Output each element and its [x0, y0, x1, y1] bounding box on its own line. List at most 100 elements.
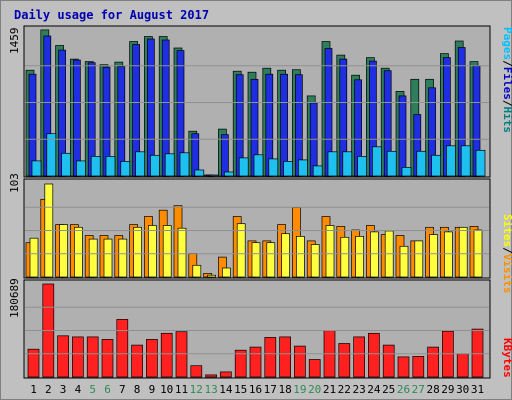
- legend-hits: Hits: [501, 107, 512, 134]
- chart-title: Daily usage for August 2017: [14, 8, 209, 22]
- bar-sites: [281, 233, 290, 278]
- bar-sites: [118, 238, 128, 278]
- bar-pages: [327, 151, 338, 177]
- bar-pages: [386, 150, 397, 177]
- bar-sites: [340, 236, 350, 278]
- x-axis-day-labels: 1 2 3 4 5 6 7 8 9 10 11 12 13 14 15 16 17 18 19 20 21 22 23 24 2…: [30, 383, 484, 396]
- bar-pages: [238, 157, 249, 177]
- bar-sites: [296, 236, 305, 278]
- x-tick-label: 16: [249, 383, 262, 396]
- bar-sites: [458, 226, 468, 278]
- x-tick-label: 23: [352, 383, 365, 396]
- bar-pages: [135, 151, 145, 177]
- bar-sites: [414, 240, 424, 278]
- x-tick-label: 9: [149, 383, 156, 396]
- legend-visits: Visits: [501, 254, 512, 294]
- bar-kbytes: [175, 331, 188, 378]
- bar-pages: [90, 156, 101, 177]
- bar-kbytes: [456, 353, 469, 378]
- panel-max-label: 1459: [8, 28, 21, 55]
- legend-sites: Sites: [501, 214, 512, 247]
- bar-kbytes: [412, 356, 425, 378]
- bar-pages: [194, 169, 205, 177]
- bar-kbytes: [190, 365, 203, 378]
- bar-sites: [429, 234, 438, 278]
- bar-pages: [61, 152, 71, 177]
- x-tick-label: 18: [278, 383, 291, 396]
- x-tick-label: 31: [471, 383, 484, 396]
- bar-sites: [444, 231, 453, 278]
- x-tick-label: 21: [323, 383, 336, 396]
- bar-sites: [222, 267, 231, 278]
- bar-pages: [209, 174, 219, 177]
- bar-pages: [31, 160, 42, 177]
- bar-pages: [46, 133, 57, 177]
- legend-kbytes: KBytes: [501, 338, 512, 378]
- bar-pages: [179, 152, 190, 177]
- legend-sep: /: [501, 247, 512, 254]
- x-tick-label: 24: [367, 383, 381, 396]
- bar-pages: [150, 154, 160, 177]
- bar-sites: [325, 225, 335, 278]
- bar-pages: [120, 161, 131, 177]
- bar-sites: [207, 274, 216, 278]
- x-tick-label: 11: [175, 383, 188, 396]
- bar-pages: [460, 145, 471, 177]
- x-tick-label: 2: [45, 383, 52, 396]
- bar-pages: [224, 171, 234, 177]
- bar-kbytes: [279, 336, 291, 378]
- x-tick-label: 17: [264, 383, 277, 396]
- x-tick-label: 7: [119, 383, 126, 396]
- bar-kbytes: [101, 339, 114, 378]
- bar-sites: [59, 224, 68, 278]
- bar-sites: [162, 225, 172, 278]
- x-tick-label: 25: [382, 383, 395, 396]
- x-tick-label: 27: [412, 383, 425, 396]
- bar-sites: [370, 231, 379, 278]
- bar-pages: [283, 161, 293, 177]
- bar-kbytes: [397, 356, 410, 378]
- bar-pages: [268, 158, 279, 177]
- bar-pages: [164, 153, 175, 177]
- bar-pages: [253, 154, 264, 177]
- bar-pages: [416, 150, 427, 177]
- legend-sep: /: [501, 60, 512, 67]
- bar-files: [221, 134, 229, 177]
- bar-sites: [251, 242, 261, 278]
- bar-files: [117, 66, 126, 177]
- bar-kbytes: [427, 346, 439, 378]
- bar-files: [73, 59, 81, 177]
- x-tick-label: 5: [89, 383, 96, 396]
- bar-sites: [103, 238, 113, 278]
- x-tick-label: 12: [190, 383, 203, 396]
- x-tick-label: 30: [456, 383, 469, 396]
- x-tick-label: 14: [219, 383, 233, 396]
- x-tick-label: 28: [426, 383, 439, 396]
- bar-pages: [298, 159, 308, 177]
- bar-kbytes: [471, 328, 484, 378]
- bar-kbytes: [353, 336, 365, 378]
- x-tick-label: 3: [60, 383, 67, 396]
- bar-pages: [446, 145, 456, 177]
- bar-sites: [133, 226, 142, 278]
- bar-kbytes: [249, 346, 262, 378]
- x-tick-label: 13: [204, 383, 217, 396]
- bar-pages: [76, 160, 86, 177]
- x-tick-label: 4: [75, 383, 82, 396]
- bar-kbytes: [308, 359, 321, 378]
- x-tick-label: 1: [30, 383, 37, 396]
- chart-gridlines: [25, 65, 489, 355]
- bar-kbytes: [382, 344, 395, 378]
- bar-kbytes: [294, 345, 306, 378]
- bar-sites: [236, 223, 246, 278]
- bar-kbytes: [146, 339, 158, 378]
- bar-pages: [431, 154, 441, 177]
- bar-kbytes: [338, 343, 351, 378]
- legend-sep: /: [501, 100, 512, 107]
- bar-pages: [357, 156, 367, 177]
- bar-kbytes: [57, 335, 69, 378]
- bar-sites: [310, 244, 320, 278]
- x-tick-label: 19: [293, 383, 306, 396]
- x-tick-label: 26: [397, 383, 410, 396]
